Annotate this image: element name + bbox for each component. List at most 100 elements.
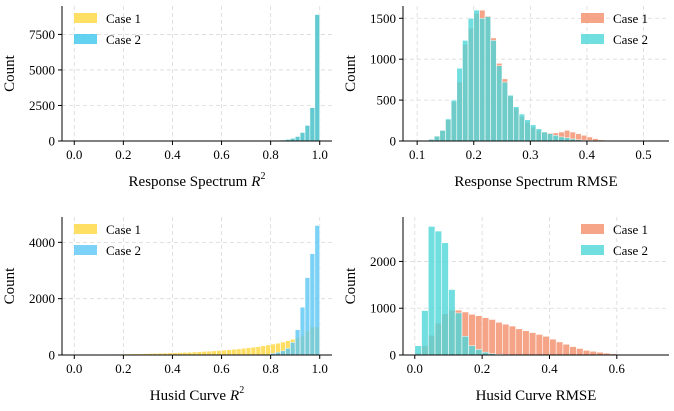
x-tick-label: 0.6 bbox=[609, 361, 626, 376]
x-tick-label: 0.8 bbox=[263, 361, 279, 376]
histogram-bar bbox=[255, 346, 262, 356]
legend-swatch bbox=[581, 34, 604, 44]
histogram-bar bbox=[507, 94, 514, 142]
legend-label: Case 1 bbox=[613, 11, 648, 26]
histogram-bar bbox=[226, 349, 232, 356]
legend-label: Case 2 bbox=[613, 243, 648, 258]
chart-panel-husid-r2: 0.0 0.2 0.4 0.6 0.8 1.0 0 2000 4000 Husid Curve R2… bbox=[2, 217, 332, 404]
x-tick-label: 0.8 bbox=[263, 147, 279, 162]
y-tick-label: 7500 bbox=[29, 27, 55, 42]
legend-swatch bbox=[74, 245, 97, 255]
histogram-bar bbox=[304, 277, 311, 356]
y-tick-label: 1000 bbox=[370, 301, 396, 316]
histogram-bar bbox=[245, 347, 252, 356]
histogram-bar bbox=[562, 343, 570, 356]
histogram-bar bbox=[285, 347, 291, 356]
x-tick-label: 0.4 bbox=[579, 147, 596, 162]
chart-panel-husid-rmse: 0.0 0.2 0.4 0.6 0 1000 2000 Husid Curve RMSE Cou… bbox=[343, 217, 669, 404]
legend-swatch bbox=[581, 245, 604, 255]
legend: Case 1 Case 2 bbox=[74, 11, 141, 47]
legend-label: Case 2 bbox=[106, 32, 141, 47]
x-tick-label: 0.4 bbox=[164, 147, 181, 162]
histogram-bar bbox=[490, 40, 497, 142]
histogram-bar bbox=[250, 346, 257, 356]
histogram-bar bbox=[549, 338, 557, 356]
histogram-bar bbox=[481, 317, 490, 356]
x-tick-label: 0.4 bbox=[164, 361, 181, 376]
legend: Case 1 Case 2 bbox=[581, 11, 648, 47]
histogram-bar bbox=[421, 310, 429, 356]
histogram-bar bbox=[294, 136, 301, 142]
x-axis-label-superscript: 2 bbox=[239, 385, 244, 396]
legend: Case 1 Case 2 bbox=[74, 222, 141, 258]
chart-panel-resp-rmse: 0.1 0.2 0.3 0.4 0.5 0 500 1000 1500 Response Spec… bbox=[343, 6, 669, 190]
histogram-bar bbox=[314, 14, 321, 142]
histogram-bar bbox=[569, 346, 577, 356]
histogram-bar bbox=[427, 226, 436, 356]
series-2 bbox=[270, 225, 321, 356]
histogram-bar bbox=[479, 17, 486, 142]
histogram-bar bbox=[582, 350, 591, 356]
x-axis-label-math: R bbox=[250, 174, 260, 190]
histogram-bar bbox=[260, 345, 267, 356]
y-tick-label: 1500 bbox=[370, 11, 396, 26]
histogram-bar bbox=[576, 348, 584, 356]
legend: Case 1 Case 2 bbox=[581, 222, 648, 258]
x-tick-label: 0.6 bbox=[213, 361, 230, 376]
histogram-bar bbox=[535, 334, 544, 356]
histogram-bar bbox=[265, 344, 271, 356]
x-tick-label: 0.0 bbox=[66, 361, 82, 376]
x-tick-label: 0.2 bbox=[115, 147, 131, 162]
legend-swatch bbox=[74, 224, 97, 234]
histogram-bar bbox=[221, 349, 227, 356]
histogram-bar bbox=[450, 99, 458, 142]
histogram-bar bbox=[434, 230, 443, 356]
x-axis-label-text: Husid Curve bbox=[150, 388, 227, 404]
histogram-bar bbox=[542, 335, 550, 356]
histogram-bar bbox=[535, 128, 542, 142]
histogram-bar bbox=[495, 321, 503, 356]
legend-swatch bbox=[581, 13, 604, 23]
histogram-bar bbox=[528, 332, 537, 356]
histogram-bar bbox=[445, 118, 452, 142]
y-tick-label: 1000 bbox=[370, 52, 396, 67]
y-axis-label: Count bbox=[2, 54, 18, 92]
histogram-bar bbox=[304, 125, 311, 142]
y-tick-label: 4000 bbox=[29, 235, 55, 250]
histogram-bar bbox=[501, 81, 509, 142]
x-tick-label: 0.0 bbox=[66, 147, 82, 162]
x-tick-label: 0.2 bbox=[474, 361, 490, 376]
histogram-bar bbox=[468, 345, 476, 356]
legend-swatch bbox=[581, 224, 604, 234]
histogram-bar bbox=[518, 113, 525, 142]
x-tick-label: 0.2 bbox=[466, 147, 482, 162]
series-2 bbox=[428, 9, 656, 142]
histogram-bar bbox=[216, 350, 222, 356]
histogram-bar bbox=[484, 16, 492, 142]
histogram-bar bbox=[206, 350, 213, 356]
histogram-bar bbox=[558, 136, 565, 142]
x-axis-label: Husid Curve R2 bbox=[150, 385, 244, 404]
histogram-bar bbox=[309, 107, 316, 142]
x-axis-label: Response Spectrum RMSE bbox=[454, 174, 617, 190]
histogram-bar bbox=[294, 329, 301, 356]
histogram-bar bbox=[541, 131, 548, 142]
x-tick-label: 0.3 bbox=[522, 147, 538, 162]
x-axis-label-text: Response Spectrum RMSE bbox=[454, 174, 617, 190]
x-tick-label: 1.0 bbox=[312, 147, 328, 162]
histogram-bar bbox=[448, 289, 456, 356]
x-tick-label: 0.1 bbox=[409, 147, 425, 162]
histogram-bar bbox=[439, 130, 446, 142]
legend-label: Case 1 bbox=[106, 11, 141, 26]
histogram-bar bbox=[473, 9, 480, 142]
histogram-bar bbox=[309, 253, 316, 356]
histogram-bar bbox=[433, 135, 441, 142]
histogram-bar bbox=[456, 67, 463, 142]
chart-panel-resp-r2: 0.0 0.2 0.4 0.6 0.8 1.0 0 2500 5000 7500 Response … bbox=[2, 6, 332, 190]
x-axis-label-superscript: 2 bbox=[260, 171, 265, 182]
y-tick-label: 0 bbox=[390, 348, 397, 363]
histogram-bar bbox=[513, 106, 520, 142]
histogram-bar bbox=[508, 325, 517, 356]
histogram-bar bbox=[475, 349, 483, 356]
